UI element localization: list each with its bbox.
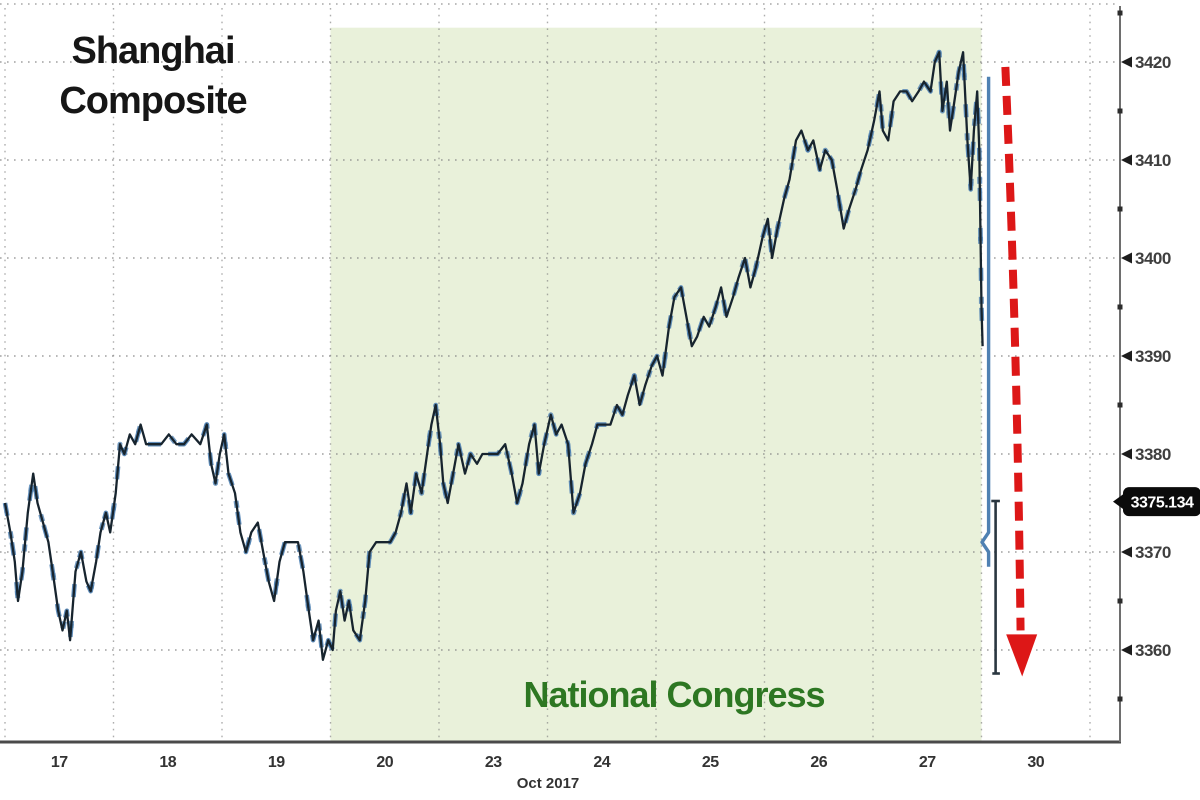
last-price-badge <box>1123 487 1200 517</box>
y-tick-arrow-icon <box>1121 252 1132 264</box>
y-minor-tick-3405 <box>1117 206 1123 212</box>
y-tick-label-3380: 3380 <box>1135 445 1171 464</box>
chart-title-line1: Shanghai <box>71 30 235 72</box>
last-price-pointer-icon <box>1113 493 1124 510</box>
y-tick-label-3370: 3370 <box>1135 543 1171 562</box>
y-tick-label-3390: 3390 <box>1135 347 1171 366</box>
y-tick-arrow-icon <box>1121 154 1132 166</box>
x-tick-label-17: 17 <box>51 754 68 771</box>
y-tick-label-3360: 3360 <box>1135 641 1171 660</box>
last-price-value: 3375.134 <box>1131 495 1194 512</box>
y-minor-tick-3415 <box>1117 108 1123 114</box>
x-tick-label-25: 25 <box>702 754 719 771</box>
y-tick-label-3420: 3420 <box>1135 53 1171 72</box>
price-series <box>3 51 984 661</box>
y-tick-label-3410: 3410 <box>1135 151 1171 170</box>
x-axis-caption: Oct 2017 <box>517 775 580 792</box>
y-tick-arrow-icon <box>1121 350 1132 362</box>
x-tick-label-24: 24 <box>593 754 610 771</box>
crash-arrow-head-icon <box>1006 634 1038 677</box>
congress-highlight-zone <box>330 27 982 743</box>
x-tick-label-30: 30 <box>1027 754 1044 771</box>
x-tick-label-18: 18 <box>159 754 176 771</box>
y-minor-tick-3395 <box>1117 304 1123 310</box>
crash-drop-segment-0 <box>980 76 991 567</box>
congress-zone-label: National Congress <box>523 674 825 715</box>
x-tick-label-20: 20 <box>376 754 393 771</box>
y-tick-arrow-icon <box>1121 644 1132 656</box>
y-minor-tick-3365 <box>1117 598 1123 604</box>
chart-title: Shanghai Composite <box>38 26 268 126</box>
y-minor-tick-3425 <box>1117 10 1123 16</box>
x-tick-label-27: 27 <box>919 754 936 771</box>
x-tick-label-26: 26 <box>810 754 827 771</box>
y-tick-label-3400: 3400 <box>1135 249 1171 268</box>
crash-arrow-shaft-icon <box>1001 66 1025 631</box>
y-tick-arrow-icon <box>1121 56 1132 68</box>
y-tick-arrow-icon <box>1121 546 1132 558</box>
chart-title-line2: Composite <box>59 80 247 122</box>
y-minor-tick-3385 <box>1117 402 1123 408</box>
y-tick-arrow-icon <box>1121 448 1132 460</box>
y-minor-tick-3355 <box>1117 696 1123 702</box>
x-tick-label-23: 23 <box>485 754 502 771</box>
x-tick-label-19: 19 <box>268 754 285 771</box>
